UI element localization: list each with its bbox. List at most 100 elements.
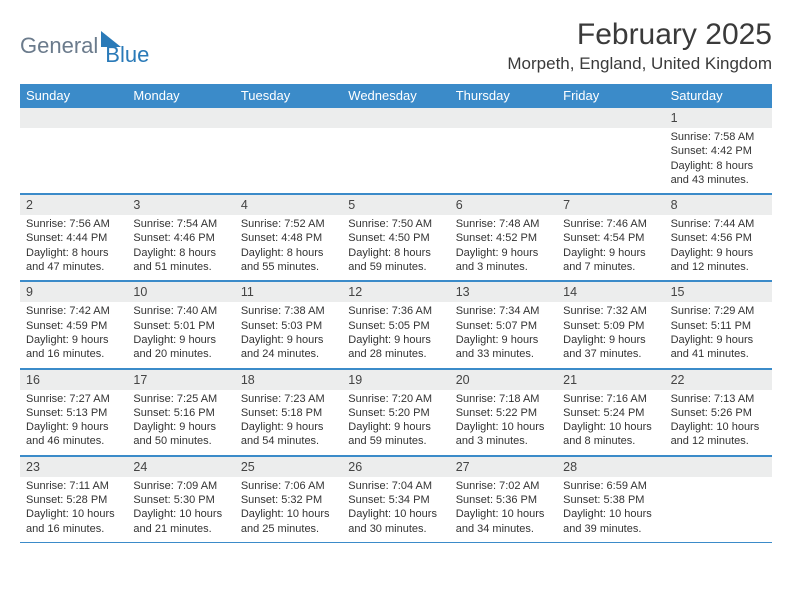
- day-info-line: Daylight: 10 hours and 34 minutes.: [456, 508, 545, 534]
- day-number: 8: [665, 195, 772, 215]
- day-info-line: Daylight: 9 hours and 33 minutes.: [456, 334, 539, 360]
- day-info-line: Sunset: 5:22 PM: [456, 407, 537, 419]
- day-cells-row: Sunrise: 7:27 AM Sunset: 5:13 PM Daylight:…: [20, 390, 772, 455]
- day-info-line: Sunset: 5:13 PM: [26, 407, 107, 419]
- day-cell: [342, 128, 449, 193]
- day-number: 11: [235, 282, 342, 302]
- day-info-line: Sunset: 4:44 PM: [26, 232, 107, 244]
- day-info-line: Sunset: 5:28 PM: [26, 494, 107, 506]
- day-info-line: Sunset: 5:26 PM: [671, 407, 752, 419]
- day-cell: Sunrise: 7:27 AM Sunset: 5:13 PM Daylight:…: [20, 390, 127, 455]
- week-row: 2345678 Sunrise: 7:56 AM Sunset: 4:44 PM Da…: [20, 194, 772, 281]
- day-info-line: Sunset: 5:30 PM: [133, 494, 214, 506]
- day-info-line: Daylight: 9 hours and 28 minutes.: [348, 334, 431, 360]
- day-cell: Sunrise: 7:06 AMSunset: 5:32 PMDaylight:…: [235, 477, 342, 542]
- day-number: [127, 108, 234, 128]
- day-cell: Sunrise: 7:38 AMSunset: 5:03 PMDaylight:…: [235, 302, 342, 367]
- day-info-line: Sunset: 4:56 PM: [671, 232, 752, 244]
- day-info-line: Daylight: 9 hours and 50 minutes.: [133, 421, 216, 447]
- day-info-line: Sunrise: 7:42 AM: [26, 305, 110, 317]
- day-number: 24: [127, 457, 234, 477]
- day-info-line: Sunset: 4:50 PM: [348, 232, 429, 244]
- day-info-line: Daylight: 10 hours and 8 minutes.: [563, 421, 652, 447]
- day-number-row: 232425262728: [20, 456, 772, 477]
- day-info-line: Sunrise: 7:29 AM: [671, 305, 755, 317]
- day-info-line: Sunrise: 7:13 AM: [671, 393, 755, 405]
- day-info-line: Sunset: 5:11 PM: [671, 320, 752, 332]
- day-info-line: Daylight: 9 hours and 24 minutes.: [241, 334, 324, 360]
- day-number: [342, 108, 449, 128]
- logo: General Blue: [20, 18, 149, 68]
- day-info-line: Sunrise: 7:27 AM: [26, 393, 110, 405]
- calendar: Sunday Monday Tuesday Wednesday Thursday…: [20, 84, 772, 543]
- day-number: 6: [450, 195, 557, 215]
- day-info-line: Sunrise: 7:38 AM: [241, 305, 325, 317]
- day-cell: Sunrise: 7:13 AMSunset: 5:26 PMDaylight:…: [665, 390, 772, 455]
- week-row: 9101112131415Sunrise: 7:42 AMSunset: 4:5…: [20, 281, 772, 368]
- day-number: [450, 108, 557, 128]
- title-block: February 2025 Morpeth, England, United K…: [507, 18, 772, 74]
- day-number: 16: [20, 370, 127, 390]
- day-number: [665, 457, 772, 477]
- day-cell: Sunrise: 7:18 AMSunset: 5:22 PMDaylight:…: [450, 390, 557, 455]
- day-info-line: Daylight: 9 hours and 7 minutes.: [563, 247, 646, 273]
- day-info-line: Sunrise: 7:25 AM: [133, 393, 217, 405]
- day-cell: Sunrise: 7:32 AMSunset: 5:09 PMDaylight:…: [557, 302, 664, 367]
- day-number: 20: [450, 370, 557, 390]
- day-info-line: Sunset: 5:16 PM: [133, 407, 214, 419]
- day-info-line: Sunrise: 7:34 AM: [456, 305, 540, 317]
- day-number: 28: [557, 457, 664, 477]
- day-number: 26: [342, 457, 449, 477]
- day-number: 21: [557, 370, 664, 390]
- day-number: 3: [127, 195, 234, 215]
- day-info-line: Sunrise: 7:18 AM: [456, 393, 540, 405]
- day-cell: Sunrise: 7:25 AM Sunset: 5:16 PM Daylight:…: [127, 390, 234, 455]
- day-info-line: Sunset: 4:42 PM: [671, 145, 752, 157]
- day-info-line: Sunset: 5:24 PM: [563, 407, 644, 419]
- day-cell: Sunrise: 7:23 AMSunset: 5:18 PMDaylight:…: [235, 390, 342, 455]
- day-number: 23: [20, 457, 127, 477]
- day-cell: Sunrise: 6:59 AMSunset: 5:38 PMDaylight:…: [557, 477, 664, 542]
- day-info-line: Sunset: 5:18 PM: [241, 407, 322, 419]
- day-info-line: Daylight: 9 hours and 46 minutes.: [26, 421, 109, 447]
- day-info-line: Sunrise: 7:20 AM: [348, 393, 432, 405]
- day-info-line: Sunset: 5:32 PM: [241, 494, 322, 506]
- day-info-line: Daylight: 9 hours and 16 minutes.: [26, 334, 109, 360]
- day-number: 27: [450, 457, 557, 477]
- day-cell: Sunrise: 7:54 AMSunset: 4:46 PMDaylight:…: [127, 215, 234, 280]
- day-info-line: Sunrise: 7:04 AM: [348, 480, 432, 492]
- day-info-line: Daylight: 8 hours and 59 minutes.: [348, 247, 431, 273]
- day-cell: [127, 128, 234, 193]
- weekday-thursday: Thursday: [450, 84, 557, 108]
- day-info-line: Sunset: 4:54 PM: [563, 232, 644, 244]
- day-info-line: Daylight: 9 hours and 41 minutes.: [671, 334, 754, 360]
- day-cell: [557, 128, 664, 193]
- day-number-row: 2345678: [20, 194, 772, 215]
- day-info-line: Sunset: 5:07 PM: [456, 320, 537, 332]
- week-row: 1Sunrise: 7:58 AMSunset: 4:42 PMDaylight…: [20, 108, 772, 194]
- day-cell: Sunrise: 7:58 AMSunset: 4:42 PMDaylight:…: [665, 128, 772, 193]
- day-info-line: Sunrise: 7:44 AM: [671, 218, 755, 230]
- day-cell: Sunrise: 7:56 AM Sunset: 4:44 PM Daylight:…: [20, 215, 127, 280]
- day-info-line: Sunrise: 7:54 AM: [133, 218, 217, 230]
- day-cell: Sunrise: 7:42 AM Sunset: 4:59 PM Daylight:…: [20, 302, 127, 367]
- day-info-line: Daylight: 10 hours and 21 minutes.: [133, 508, 222, 534]
- day-number: 22: [665, 370, 772, 390]
- day-info-line: Sunrise: 7:16 AM: [563, 393, 647, 405]
- day-number: 10: [127, 282, 234, 302]
- day-info-line: Sunset: 5:01 PM: [133, 320, 214, 332]
- day-info-line: Sunset: 4:52 PM: [456, 232, 537, 244]
- day-cell: Sunrise: 7:34 AM Sunset: 5:07 PM Daylight:…: [450, 302, 557, 367]
- location: Morpeth, England, United Kingdom: [507, 54, 772, 74]
- weekday-wednesday: Wednesday: [342, 84, 449, 108]
- day-cell: Sunrise: 7:48 AMSunset: 4:52 PMDaylight:…: [450, 215, 557, 280]
- day-info-line: Daylight: 10 hours and 39 minutes.: [563, 508, 652, 534]
- day-info-line: Daylight: 10 hours and 25 minutes.: [241, 508, 330, 534]
- day-number-row: 16171819202122: [20, 369, 772, 390]
- day-info-line: Sunrise: 7:23 AM: [241, 393, 325, 405]
- day-info-line: Sunrise: 7:56 AM: [26, 218, 110, 230]
- day-info-line: Sunrise: 7:02 AM: [456, 480, 540, 492]
- day-info-line: Daylight: 8 hours and 47 minutes.: [26, 247, 109, 273]
- day-info-line: Daylight: 9 hours and 20 minutes.: [133, 334, 216, 360]
- day-info-line: Sunset: 4:59 PM: [26, 320, 107, 332]
